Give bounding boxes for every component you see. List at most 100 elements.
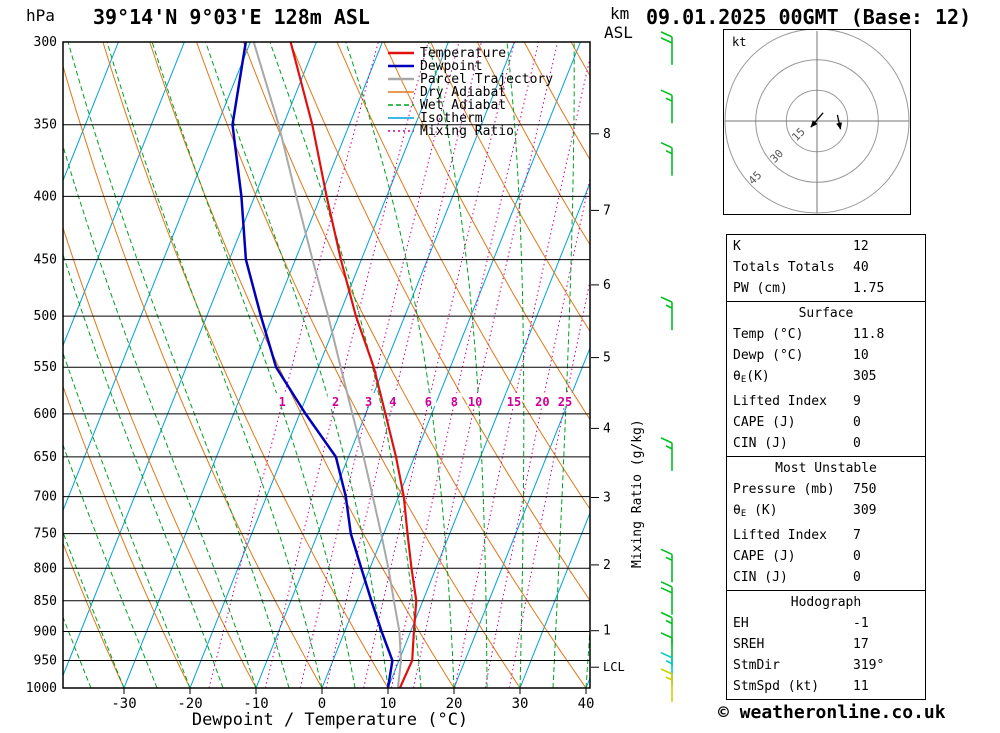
- panel-row: θE(K) 305: [727, 366, 925, 391]
- panel-row-label: CAPE (J): [733, 415, 796, 430]
- svg-text:1: 1: [279, 395, 286, 409]
- panel-row: Dewp (°C) 10: [727, 345, 925, 366]
- panel-row: CIN (J) 0: [727, 433, 925, 454]
- svg-text:40: 40: [578, 696, 595, 712]
- panel-row-label: Lifted Index: [733, 528, 827, 543]
- svg-text:10: 10: [380, 696, 397, 712]
- panel-row-value: 750: [853, 482, 877, 497]
- svg-text:7: 7: [603, 203, 611, 218]
- svg-text:3: 3: [603, 491, 611, 506]
- info-panel: K 12 Totals Totals 40 PW (cm) 1.75 Surface Temp…: [726, 234, 926, 700]
- svg-text:30: 30: [768, 147, 787, 166]
- panel-row-label: SREH: [733, 637, 765, 652]
- panel-row-value: 11.8: [853, 327, 885, 342]
- panel-row-value: 40: [853, 260, 869, 275]
- altitude-unit-km-label: km: [610, 4, 630, 23]
- svg-text:6: 6: [603, 278, 611, 293]
- most-unstable-box: Most Unstable Pressure (mb) 750 θE (K) 309 Li…: [726, 456, 926, 591]
- hodograph-wind-vectors: [810, 112, 843, 130]
- surface-box: Surface Temp (°C) 11.8 Dewp (°C) 10 θE(K) 305 L…: [726, 301, 926, 457]
- panel-row-value: -1: [853, 616, 869, 631]
- svg-text:20: 20: [535, 395, 549, 409]
- panel-row-value: 0: [853, 436, 861, 451]
- svg-text:350: 350: [34, 118, 57, 133]
- svg-text:650: 650: [34, 450, 57, 465]
- svg-text:1000: 1000: [26, 681, 57, 696]
- panel-row-label: CAPE (J): [733, 549, 796, 564]
- svg-text:700: 700: [34, 490, 57, 505]
- svg-text:15: 15: [789, 125, 808, 144]
- pressure-unit-label: hPa: [26, 6, 55, 25]
- panel-row-label: Pressure (mb): [733, 482, 835, 497]
- svg-text:450: 450: [34, 253, 57, 268]
- panel-row: CAPE (J) 0: [727, 546, 925, 567]
- svg-text:25: 25: [558, 395, 572, 409]
- panel-row-value: 11: [853, 679, 869, 694]
- mixing-ratio-value-labels: 1 2 3 4 6 8 10 15 20 25: [274, 393, 573, 409]
- panel-row-label: EH: [733, 616, 749, 631]
- svg-text:300: 300: [34, 35, 57, 50]
- panel-row: CIN (J) 0: [727, 567, 925, 588]
- panel-row: SREH 17: [727, 634, 925, 655]
- height-axis: 1 2 3 4 5 6 7 8 LCL: [591, 127, 625, 674]
- panel-row: StmDir 319°: [727, 655, 925, 676]
- panel-section-title: Hodograph: [790, 595, 862, 610]
- svg-text:10: 10: [468, 395, 482, 409]
- pressure-gridlines: [63, 42, 590, 688]
- panel-row-value: 0: [853, 415, 861, 430]
- svg-text:8: 8: [603, 127, 611, 142]
- panel-row: Lifted Index 9: [727, 391, 925, 412]
- panel-row-label: θE (K): [733, 503, 778, 519]
- panel-row-label: CIN (J): [733, 570, 788, 585]
- panel-row-label: θE(K): [733, 369, 770, 385]
- pressure-axis-labels: 300 350 400 450 500 550 600 650 700 750 800 850 900 9…: [26, 35, 57, 696]
- hodograph-box: Hodograph EH -1 SREH 17 StmDir 319° StmSpd (kt)…: [726, 590, 926, 700]
- station-title: 39°14'N 9°03'E 128m ASL: [93, 5, 370, 29]
- svg-text:850: 850: [34, 594, 57, 609]
- panel-row: EH -1: [727, 613, 925, 634]
- panel-row-value: 305: [853, 369, 877, 384]
- svg-text:0: 0: [318, 696, 326, 712]
- altitude-unit-asl-label: ASL: [604, 23, 633, 42]
- panel-row: K 12: [727, 236, 925, 257]
- svg-text:950: 950: [34, 654, 57, 669]
- svg-text:750: 750: [34, 527, 57, 542]
- svg-text:600: 600: [34, 407, 57, 422]
- svg-text:Parcel Trajectory: Parcel Trajectory: [420, 72, 553, 87]
- panel-row: Lifted Index 7: [727, 525, 925, 546]
- panel-row-value: 17: [853, 637, 869, 652]
- panel-row: Totals Totals 40: [727, 257, 925, 278]
- panel-row: Temp (°C) 11.8: [727, 324, 925, 345]
- svg-text:4: 4: [389, 395, 396, 409]
- svg-text:Dry Adiabat: Dry Adiabat: [420, 85, 506, 100]
- svg-text:900: 900: [34, 625, 57, 640]
- panel-section-title: Most Unstable: [775, 461, 877, 476]
- panel-row-label: K: [733, 239, 741, 254]
- panel-section-title: Surface: [798, 306, 854, 321]
- svg-text:30: 30: [512, 696, 529, 712]
- svg-text:550: 550: [34, 360, 57, 375]
- wind-barbs: [660, 31, 673, 702]
- svg-text:Dewpoint: Dewpoint: [420, 59, 483, 74]
- panel-row-value: 1.75: [853, 281, 885, 296]
- panel-row: CAPE (J) 0: [727, 412, 925, 433]
- panel-row-value: 7: [853, 528, 861, 543]
- svg-text:45: 45: [746, 169, 765, 188]
- dewpoint-curve: [231, 42, 394, 688]
- panel-row-label: Lifted Index: [733, 394, 827, 409]
- svg-text:Isotherm: Isotherm: [420, 111, 483, 126]
- hodograph-unit-label: kt: [732, 35, 746, 49]
- svg-text:500: 500: [34, 309, 57, 324]
- panel-row-label: Dewp (°C): [733, 348, 804, 363]
- mixing-ratio-axis-title: Mixing Ratio (g/kg): [630, 419, 645, 568]
- svg-text:1: 1: [603, 624, 611, 639]
- temperature-axis: -30 -20 -10 0 10 20 30 40: [111, 688, 594, 712]
- panel-row: θE (K) 309: [727, 500, 925, 525]
- svg-text:Temperature: Temperature: [420, 46, 506, 61]
- panel-row-value: 9: [853, 394, 861, 409]
- svg-text:20: 20: [446, 696, 463, 712]
- panel-row-value: 12: [853, 239, 869, 254]
- panel-row-value: 0: [853, 549, 861, 564]
